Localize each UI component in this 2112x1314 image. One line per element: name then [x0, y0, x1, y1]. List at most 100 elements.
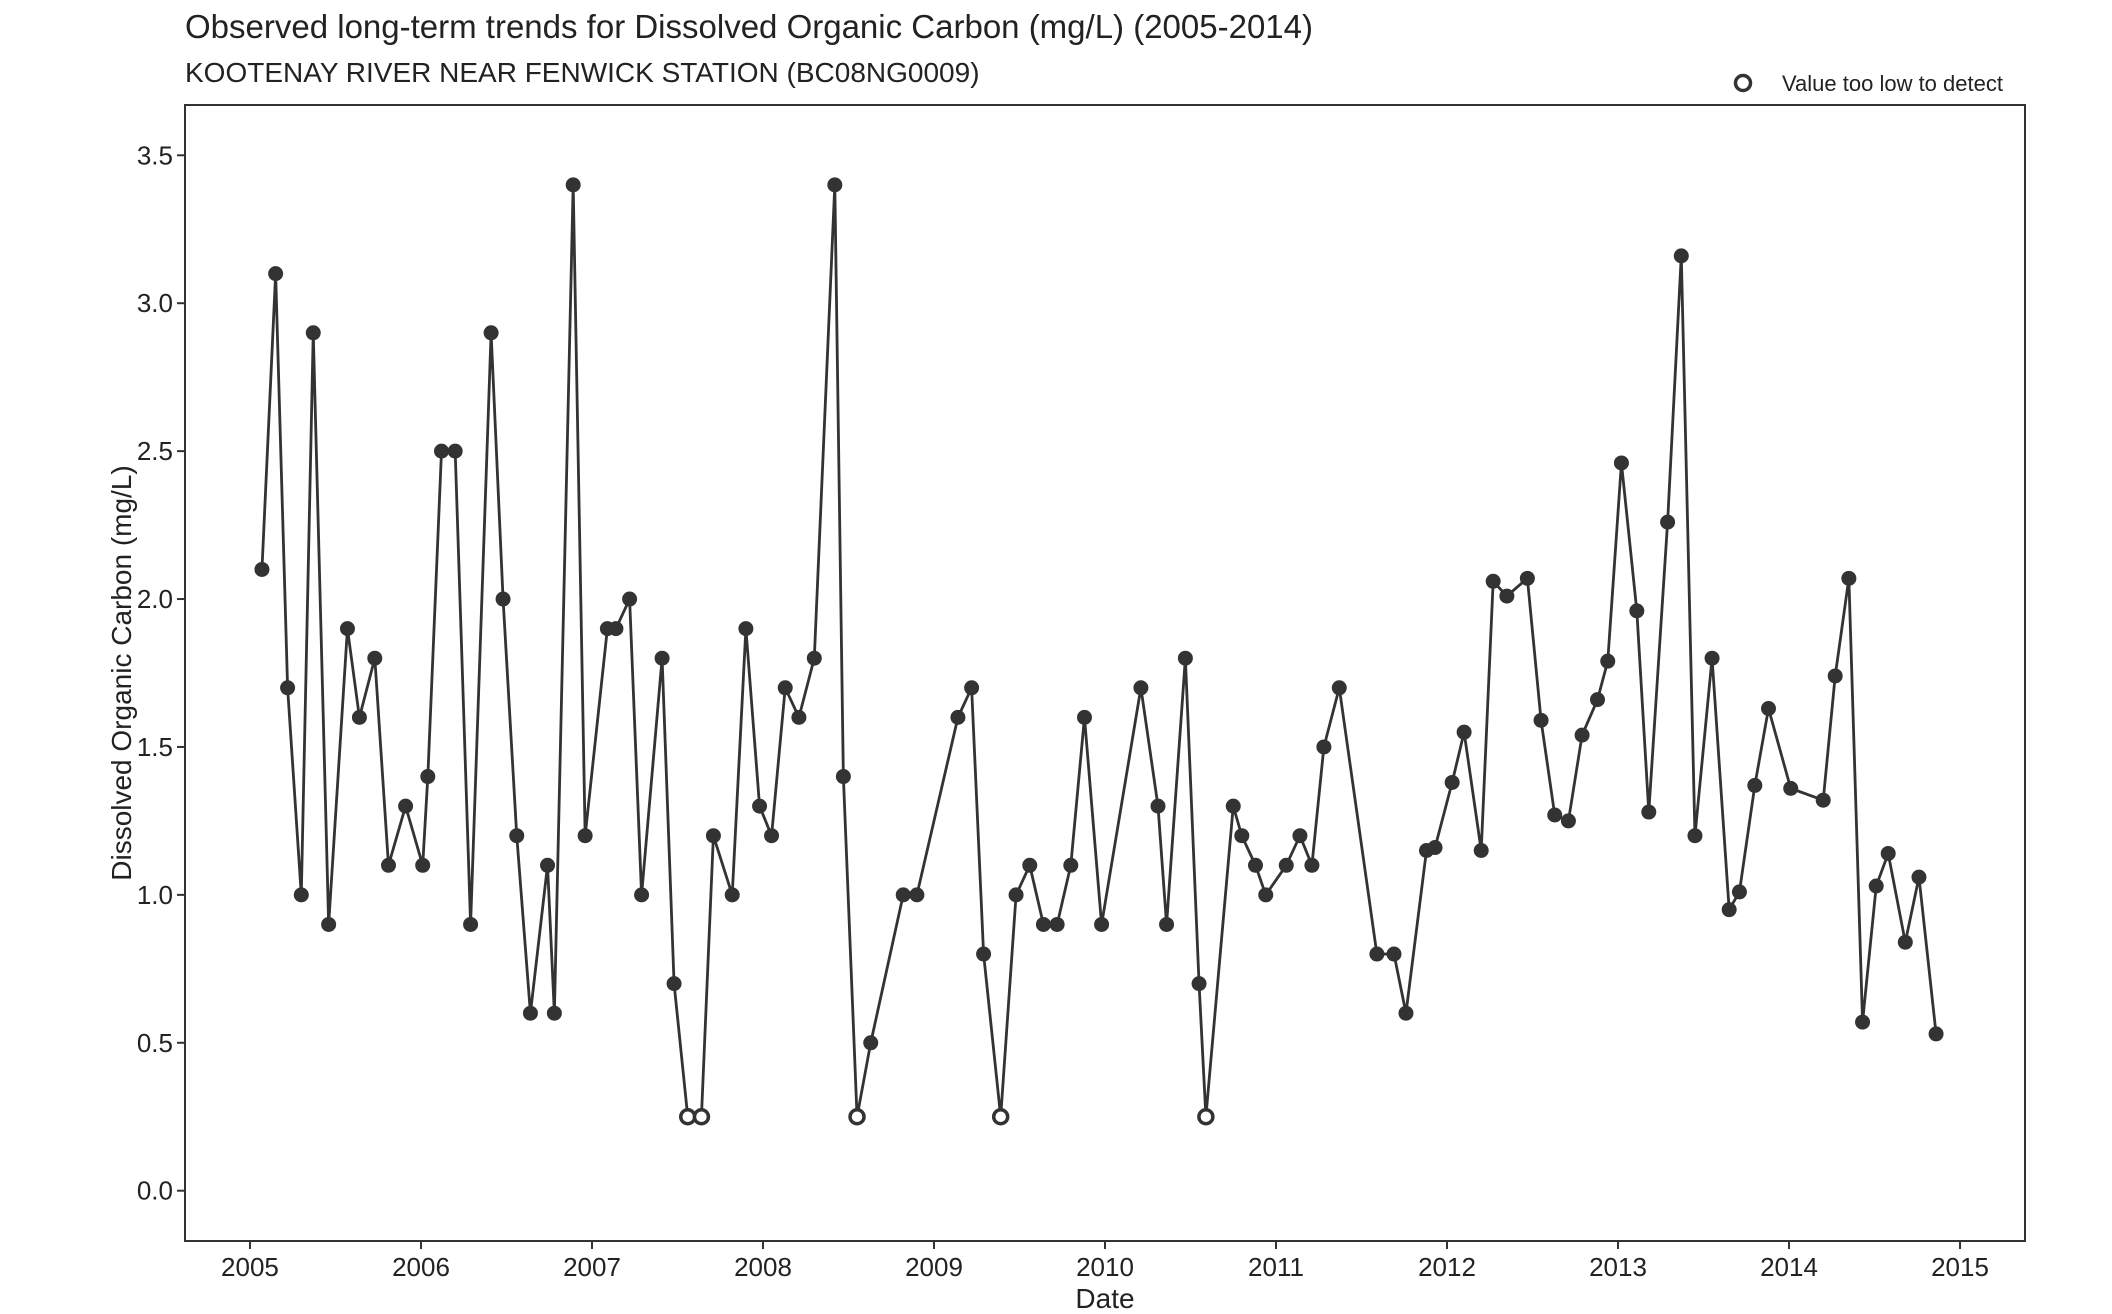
data-point	[1331, 680, 1347, 696]
data-point	[1150, 798, 1166, 814]
data-point	[964, 680, 980, 696]
data-point	[835, 769, 851, 785]
data-point	[447, 443, 463, 459]
x-tick-label: 2013	[1589, 1252, 1647, 1282]
data-point	[1049, 916, 1065, 932]
data-point	[764, 828, 780, 844]
data-point	[1574, 727, 1590, 743]
data-point	[724, 887, 740, 903]
x-tick-label: 2005	[221, 1252, 279, 1282]
data-point	[1673, 248, 1689, 264]
data-point	[909, 887, 925, 903]
data-point	[1076, 709, 1092, 725]
data-point	[1234, 828, 1250, 844]
y-tick-label: 2.0	[137, 584, 173, 614]
data-point	[654, 650, 670, 666]
data-point	[1815, 792, 1831, 808]
y-tick-label: 1.0	[137, 880, 173, 910]
data-point	[1589, 692, 1605, 708]
data-point	[546, 1005, 562, 1021]
x-tick-label: 2015	[1931, 1252, 1989, 1282]
data-point	[666, 976, 682, 992]
x-tick-label: 2014	[1760, 1252, 1818, 1282]
data-point	[1499, 588, 1515, 604]
data-point	[705, 828, 721, 844]
chart-subtitle: KOOTENAY RIVER NEAR FENWICK STATION (BC0…	[185, 57, 980, 88]
data-point	[268, 266, 284, 282]
data-point	[1008, 887, 1024, 903]
y-tick-label: 1.5	[137, 732, 173, 762]
data-point	[1547, 807, 1563, 823]
below-detection-point	[1197, 1108, 1215, 1126]
below-detection-point	[991, 1108, 1010, 1126]
y-axis: 0.0 0.5 1.0 1.5 2.0 2.5 3.0 3.5	[137, 140, 185, 1206]
data-point	[1747, 777, 1763, 793]
data-point	[1641, 804, 1657, 820]
data-point	[1721, 902, 1737, 918]
legend-label: Value too low to detect	[1782, 71, 2003, 96]
data-point	[483, 325, 499, 341]
data-point	[1094, 916, 1110, 932]
data-point	[1600, 653, 1616, 669]
data-point	[1855, 1014, 1871, 1030]
data-point	[1911, 869, 1927, 885]
data-point	[1398, 1005, 1414, 1021]
data-point	[1369, 946, 1385, 962]
data-point	[791, 709, 807, 725]
data-point	[463, 916, 479, 932]
data-point	[398, 798, 414, 814]
y-tick-label: 3.5	[137, 140, 173, 170]
data-point	[1427, 840, 1443, 856]
data-point	[1258, 887, 1274, 903]
data-point	[380, 857, 396, 873]
data-point	[522, 1005, 538, 1021]
data-point	[293, 887, 309, 903]
data-point	[565, 177, 581, 193]
data-point	[1827, 668, 1843, 684]
data-point	[1731, 884, 1747, 900]
data-point	[1897, 934, 1913, 950]
data-point	[339, 621, 355, 637]
data-point	[305, 325, 321, 341]
data-point	[1022, 857, 1038, 873]
data-point	[321, 916, 337, 932]
x-tick-label: 2008	[734, 1252, 792, 1282]
data-point	[1456, 724, 1472, 740]
data-point	[1868, 878, 1884, 894]
x-tick-label: 2007	[563, 1252, 621, 1282]
data-point	[1613, 455, 1629, 471]
legend-open-circle-marker	[1733, 73, 1753, 93]
x-axis: 2005 2006 2007 2008 2009 2010 2011 2012 2013 2014…	[221, 1241, 1989, 1282]
data-point	[738, 621, 754, 637]
data-point	[367, 650, 383, 666]
data-point	[1485, 573, 1501, 589]
data-point	[1191, 976, 1207, 992]
data-point	[1063, 857, 1079, 873]
data-point	[1386, 946, 1402, 962]
data-point	[254, 561, 270, 577]
data-point	[434, 443, 450, 459]
data-point	[1177, 650, 1193, 666]
data-point	[420, 769, 436, 785]
y-tick-label: 0.0	[137, 1176, 173, 1206]
data-series	[254, 177, 1944, 1126]
data-point	[1928, 1026, 1944, 1042]
data-point	[1278, 857, 1294, 873]
data-point	[895, 887, 911, 903]
data-point	[827, 177, 843, 193]
data-point	[1159, 916, 1175, 932]
data-point	[608, 621, 624, 637]
x-tick-label: 2011	[1248, 1252, 1304, 1282]
data-point	[1783, 780, 1799, 796]
data-point	[509, 828, 525, 844]
data-point	[351, 709, 367, 725]
series-line	[260, 184, 1938, 1119]
data-point	[1035, 916, 1051, 932]
data-point	[1560, 813, 1576, 829]
x-tick-label: 2006	[392, 1252, 450, 1282]
data-point	[1660, 514, 1676, 530]
data-point	[1316, 739, 1332, 755]
data-point	[976, 946, 992, 962]
data-point	[1533, 712, 1549, 728]
